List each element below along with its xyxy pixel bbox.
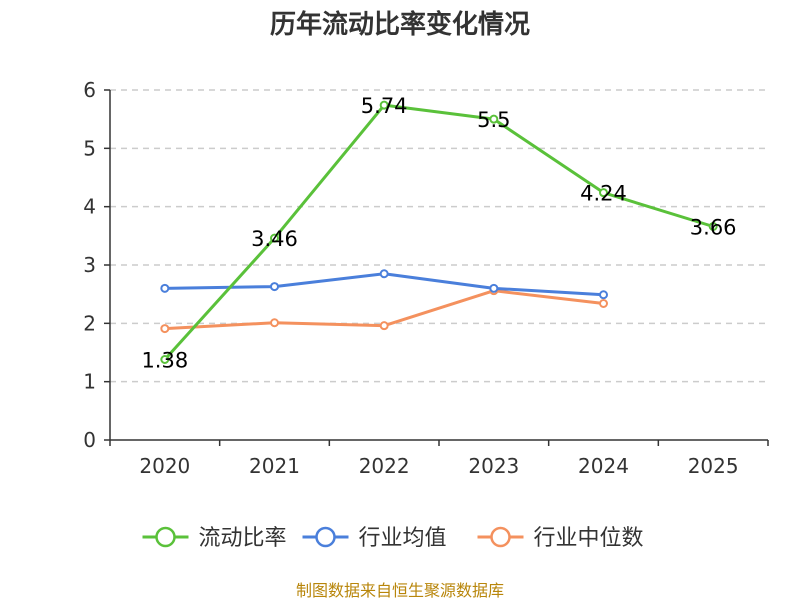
source-note: 制图数据来自恒生聚源数据库: [296, 581, 504, 600]
y-tick-label: 0: [83, 428, 96, 452]
series-0-point[interactable]: [379, 100, 389, 110]
legend-item-1[interactable]: 行业均值: [302, 526, 447, 551]
y-tick-label: 6: [83, 78, 96, 102]
legend: 流动比率 行业均值 行业中位数: [142, 526, 644, 551]
y-tick-label: 1: [83, 370, 96, 394]
data-label: 3.46: [251, 227, 298, 251]
series-0-point[interactable]: [160, 355, 170, 364]
chart-title: 历年流动比率变化情况: [270, 9, 530, 40]
series-1-point[interactable]: [599, 290, 608, 300]
series-layer: [160, 100, 718, 364]
series-2-point[interactable]: [379, 321, 389, 331]
legend-label: 行业中位数: [534, 526, 644, 551]
series-0-point[interactable]: [708, 222, 718, 231]
series-2-point[interactable]: [270, 318, 279, 328]
legend-marker: [490, 526, 511, 548]
x-tick-label: 2023: [468, 454, 519, 478]
axis-layer: 0 1 2 3 4 5 6 2020 2021 2022 2023 2024 2025: [83, 78, 769, 478]
series-0-point[interactable]: [599, 188, 608, 198]
series-line-0: [163, 103, 714, 361]
series-0-point[interactable]: [489, 114, 499, 124]
x-tick-label: 2024: [578, 454, 629, 478]
x-tick-label: 2020: [139, 454, 190, 478]
series-2-point[interactable]: [599, 299, 608, 308]
series-0-point[interactable]: [270, 233, 279, 243]
data-label-layer: 1.38 3.46 5.74 5.5 4.24 3.66: [141, 94, 736, 372]
series-2-point[interactable]: [160, 324, 170, 334]
data-label: 5.5: [477, 108, 510, 132]
series-1-point[interactable]: [379, 269, 389, 279]
data-label: 3.66: [690, 216, 737, 240]
legend-item-2[interactable]: 行业中位数: [477, 526, 644, 551]
series-1-point[interactable]: [270, 282, 279, 292]
y-tick-label: 2: [83, 311, 96, 335]
series-1-point[interactable]: [160, 283, 170, 293]
data-label: 4.24: [580, 182, 627, 206]
legend-item-0[interactable]: 流动比率: [142, 526, 287, 551]
y-tick-label: 5: [83, 136, 96, 160]
x-tick-label: 2021: [249, 454, 300, 478]
legend-marker: [155, 526, 176, 548]
y-tick-label: 4: [83, 195, 96, 219]
data-label: 5.74: [361, 94, 408, 118]
y-tick-label: 3: [83, 253, 96, 277]
legend-marker: [315, 526, 336, 548]
legend-label: 流动比率: [199, 526, 287, 551]
x-tick-label: 2025: [688, 454, 739, 478]
grid-layer: [110, 89, 768, 383]
x-tick-label: 2022: [359, 454, 410, 478]
legend-label: 行业均值: [359, 526, 447, 551]
data-label: 1.38: [141, 349, 188, 373]
series-1-point[interactable]: [489, 283, 499, 293]
